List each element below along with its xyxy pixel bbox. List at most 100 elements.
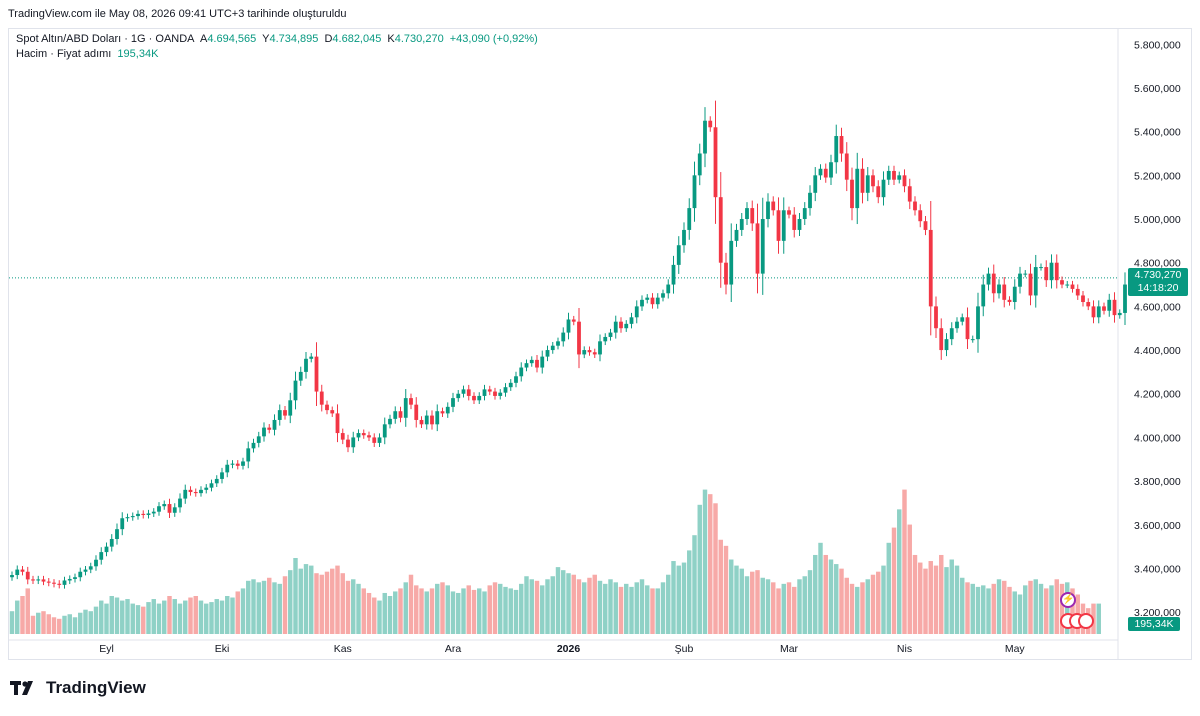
volume-bar [629,586,634,634]
candle-body [823,168,828,178]
candle-body [309,356,314,359]
candle-body [388,418,392,425]
candle-body [304,358,308,372]
volume-bar [849,583,855,634]
candle-body [771,201,776,211]
candle-body [146,513,151,515]
candle-body [855,168,860,209]
volume-bar [1007,586,1012,634]
volume-bar [125,599,130,634]
candle-body [235,463,240,466]
legend-volume-label[interactable]: Hacim · Fiyat adımı [16,48,112,60]
volume-bar [802,576,807,634]
candle-body [1002,284,1007,300]
candle-body [892,170,896,180]
candle-body [456,393,461,399]
candle-body [545,350,550,357]
volume-bar [676,565,681,634]
candle-body [566,319,571,333]
candle-body [493,391,497,396]
volume-bar [204,603,209,634]
tradingview-logo[interactable]: TradingView [10,678,146,698]
candle-body [745,208,749,220]
volume-bar [818,542,823,634]
volume-bar [828,559,834,634]
candle-body [220,472,224,479]
candle-body [939,328,944,351]
volume-bar [555,567,561,634]
legend-symbol[interactable]: Spot Altın/ABD Doları · 1G · OANDA [16,33,195,45]
y-tick-label: 4.000,000 [1134,432,1181,444]
volume-bar [366,592,372,634]
y-tick-label: 5.000,000 [1134,214,1181,226]
candle-body [781,210,786,241]
candle-body [1065,284,1070,286]
volume-bar [78,612,83,634]
volume-bar [440,582,445,634]
candle-body [31,579,35,581]
candle-body [918,210,923,222]
volume-bar [1028,580,1033,634]
volume-bar [466,585,471,634]
volume-bar [933,565,939,634]
candle-body [944,339,949,351]
candle-body [298,371,303,381]
candle-body [204,487,209,490]
candle-body [241,461,245,466]
volume-bar [361,588,366,634]
volume-bar [540,585,545,634]
volume-bar [666,574,671,634]
y-tick-label: 5.600,000 [1134,83,1181,95]
volume-bar [345,580,351,634]
candle-body [230,463,235,465]
candle-body [556,341,560,346]
candle-body [739,219,744,230]
event-icon[interactable] [1078,613,1094,629]
candle-body [262,427,266,437]
candle-body [907,186,912,202]
volume-bar [729,559,734,634]
candle-body [666,284,671,294]
volume-bar [141,606,146,634]
candle-body [372,437,377,443]
candle-body [440,411,445,414]
volume-bar [608,579,613,634]
volume-bar [891,527,897,634]
candle-body [587,350,592,353]
candle-body [734,229,739,241]
candle-body [519,367,524,377]
volume-bar [1002,580,1007,634]
volume-bar [545,579,550,634]
y-tick-label: 5.400,000 [1134,127,1181,139]
volume-bar [15,600,20,634]
volume-bar [72,617,78,634]
candle-body [802,208,807,220]
volume-bar [214,599,219,634]
legend-low-value: 4.682,045 [332,33,382,45]
legend-close-value: 4.730,270 [394,33,444,45]
volume-bar [298,568,303,634]
candle-body [451,398,455,407]
volume-bar [928,561,933,634]
candle-body [94,559,98,567]
volume-bar [739,568,744,634]
candle-body [797,219,802,230]
volume-bar [755,570,760,634]
candle-body [991,273,996,294]
candle-body [351,437,356,448]
chart-legend: Spot Altın/ABD Doları · 1G · OANDA A4.69… [16,32,541,62]
candle-body [498,392,503,396]
volume-bar [907,524,912,634]
lightning-icon[interactable]: ⚡ [1060,592,1076,608]
volume-bar [67,614,72,634]
candle-body [713,127,718,198]
volume-bar [261,580,267,634]
legend-change: +43,090 (+0,92%) [449,33,538,45]
volume-bar [1012,591,1017,634]
volume-bar [508,588,513,634]
candle-body [445,406,450,414]
last-price-value: 4.730,270 [1134,269,1182,281]
x-tick-label: Nis [897,643,912,655]
volume-bar [587,577,592,634]
